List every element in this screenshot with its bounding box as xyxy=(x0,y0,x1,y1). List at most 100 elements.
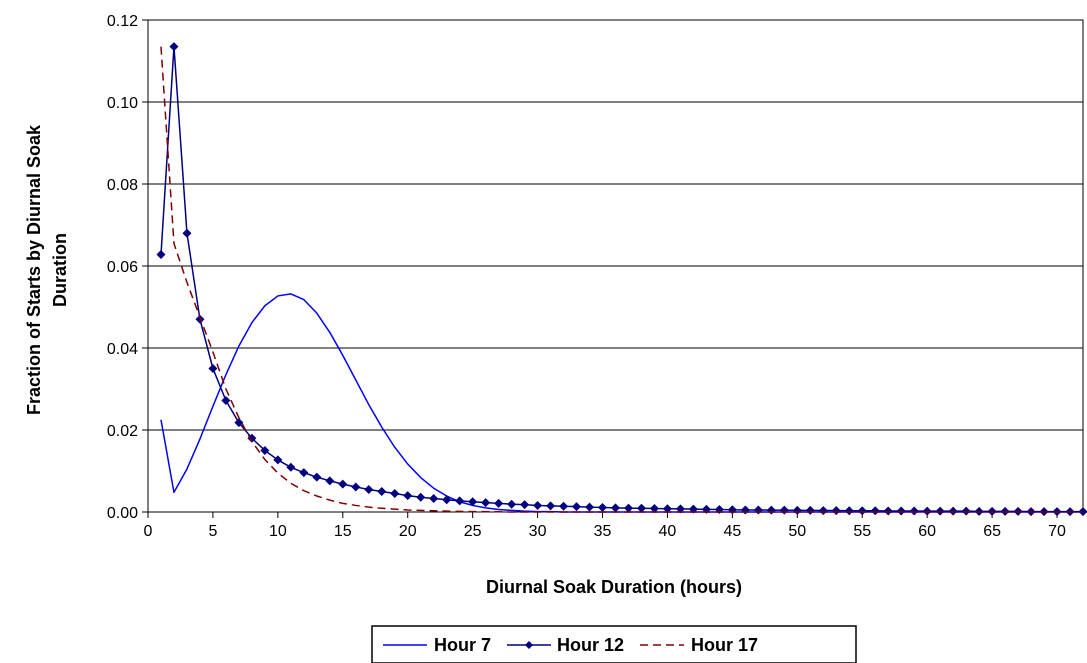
data-point-hour-12 xyxy=(559,501,569,511)
data-point-hour-12 xyxy=(857,506,867,516)
x-tick-label: 20 xyxy=(399,523,417,540)
data-point-hour-12 xyxy=(481,498,491,508)
data-point-hour-12 xyxy=(935,506,945,516)
data-point-hour-12 xyxy=(649,504,659,514)
x-tick-label: 65 xyxy=(983,523,1001,540)
data-point-hour-12 xyxy=(896,506,906,516)
data-point-hour-12 xyxy=(805,505,815,515)
data-point-hour-12 xyxy=(299,468,309,478)
data-point-hour-12 xyxy=(325,476,335,486)
y-tick-label: 0.08 xyxy=(107,177,138,194)
data-point-hour-12 xyxy=(675,504,685,514)
data-point-hour-12 xyxy=(468,497,478,507)
data-point-hour-12 xyxy=(286,462,296,472)
data-point-hour-12 xyxy=(403,491,413,501)
data-point-hour-12 xyxy=(507,499,517,509)
x-tick-label: 35 xyxy=(594,523,612,540)
data-point-hour-12 xyxy=(611,503,620,513)
data-point-hour-12 xyxy=(416,492,426,502)
x-axis-title: Diurnal Soak Duration (hours) xyxy=(486,577,742,597)
series-group xyxy=(156,42,1087,517)
y-axis: 0.00 0.02 0.04 0.06 0.08 0.10 0.12 xyxy=(107,13,148,522)
data-point-hour-12 xyxy=(338,479,348,489)
data-point-hour-12 xyxy=(546,501,556,511)
y-tick-label: 0.04 xyxy=(107,341,138,358)
x-tick-label: 40 xyxy=(659,523,677,540)
legend-label-hour-7: Hour 7 xyxy=(434,635,491,655)
data-point-hour-12 xyxy=(598,502,608,512)
series-line-hour-7 xyxy=(160,293,1083,513)
data-point-hour-12 xyxy=(623,503,633,513)
data-point-hour-12 xyxy=(701,504,711,514)
legend-label-hour-12: Hour 12 xyxy=(557,635,624,655)
y-axis-title-line-1: Fraction of Starts by Diurnal Soak xyxy=(24,124,44,415)
grid-lines xyxy=(148,101,1083,431)
data-point-hour-12 xyxy=(377,487,387,496)
series-line-hour-12 xyxy=(160,45,1083,513)
data-point-hour-12 xyxy=(636,503,646,513)
series-markers-hour-12 xyxy=(156,42,1087,517)
x-tick-label: 0 xyxy=(144,523,153,540)
y-axis-title: Fraction of Starts by Diurnal Soak Durat… xyxy=(24,124,70,415)
data-point-hour-12 xyxy=(740,505,750,515)
x-tick-label: 30 xyxy=(529,523,547,540)
data-point-hour-12 xyxy=(572,502,582,512)
data-point-hour-12 xyxy=(662,504,672,514)
data-point-hour-12 xyxy=(533,500,543,510)
x-tick-label: 5 xyxy=(208,523,217,540)
data-point-hour-12 xyxy=(870,506,880,516)
data-point-hour-12 xyxy=(883,506,893,516)
y-tick-label: 0.02 xyxy=(107,423,138,440)
x-tick-label: 50 xyxy=(788,523,806,540)
x-tick-label: 25 xyxy=(464,523,482,540)
data-point-hour-12 xyxy=(273,455,283,465)
y-tick-label: 0.12 xyxy=(107,13,138,30)
x-tick-label: 60 xyxy=(918,523,936,540)
data-point-hour-12 xyxy=(922,506,932,516)
data-point-hour-12 xyxy=(455,496,465,506)
data-point-hour-12 xyxy=(948,506,958,516)
data-point-hour-12 xyxy=(156,250,166,260)
data-point-hour-12 xyxy=(351,482,361,492)
legend-marker-hour-12 xyxy=(525,641,533,649)
data-point-hour-12 xyxy=(585,502,595,512)
data-point-hour-12 xyxy=(364,484,374,494)
data-point-hour-12 xyxy=(727,505,737,515)
data-point-hour-12 xyxy=(312,472,322,482)
x-tick-label: 70 xyxy=(1048,523,1066,540)
data-point-hour-12 xyxy=(520,500,530,510)
x-tick-label: 10 xyxy=(269,523,287,540)
y-axis-title-line-2: Duration xyxy=(50,233,70,307)
data-point-hour-12 xyxy=(260,446,270,455)
data-point-hour-12 xyxy=(792,505,802,515)
data-point-hour-12 xyxy=(429,493,439,503)
data-point-hour-12 xyxy=(494,498,504,508)
x-tick-label: 15 xyxy=(334,523,352,540)
data-point-hour-12 xyxy=(844,506,854,516)
legend-box xyxy=(371,625,857,663)
data-point-hour-12 xyxy=(961,506,971,516)
x-tick-label: 45 xyxy=(723,523,741,540)
y-tick-label: 0.06 xyxy=(107,259,138,276)
data-point-hour-12 xyxy=(779,505,789,515)
data-point-hour-12 xyxy=(221,395,231,405)
legend: Hour 7 Hour 12 Hour 17 xyxy=(371,625,857,663)
y-tick-label: 0.00 xyxy=(107,505,138,522)
data-point-hour-12 xyxy=(818,506,828,516)
data-point-hour-12 xyxy=(234,418,244,428)
data-point-hour-12 xyxy=(182,228,192,238)
data-point-hour-12 xyxy=(390,489,400,499)
data-point-hour-12 xyxy=(766,505,776,515)
x-tick-label: 55 xyxy=(853,523,871,540)
data-point-hour-12 xyxy=(169,42,179,52)
data-point-hour-12 xyxy=(753,505,763,515)
data-point-hour-12 xyxy=(831,506,841,516)
series-line-hour-17 xyxy=(160,46,1083,513)
data-point-hour-12 xyxy=(208,364,218,373)
data-point-hour-12 xyxy=(909,506,919,516)
x-axis: 0 5 10 15 20 25 30 35 40 45 50 55 60 65 70 xyxy=(144,512,1066,540)
data-point-hour-12 xyxy=(442,495,452,505)
y-tick-label: 0.10 xyxy=(107,95,138,112)
legend-label-hour-17: Hour 17 xyxy=(691,635,758,655)
